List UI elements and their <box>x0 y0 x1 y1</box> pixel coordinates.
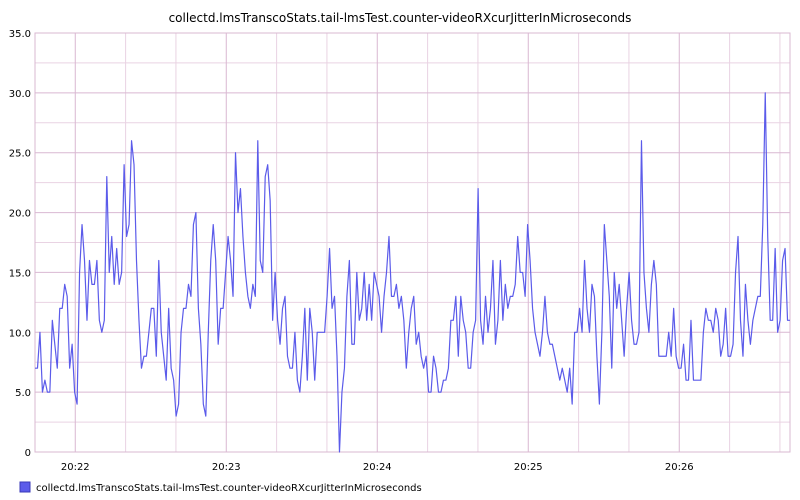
y-tick-label: 35.0 <box>9 29 31 40</box>
y-tick-label: 0 <box>25 448 31 459</box>
series-line <box>35 92 790 453</box>
x-tick-label: 20:22 <box>61 462 90 473</box>
x-tick-label: 20:24 <box>363 462 392 473</box>
legend-label: collectd.lmsTranscoStats.tail-lmsTest.co… <box>36 483 422 494</box>
legend: collectd.lmsTranscoStats.tail-lmsTest.co… <box>19 481 422 494</box>
y-tick-label: 10.0 <box>9 328 31 339</box>
y-tick-label: 5.0 <box>15 388 31 399</box>
y-tick-label: 25.0 <box>9 149 31 160</box>
plot-border <box>34 32 791 453</box>
legend-swatch <box>19 481 31 493</box>
y-tick-label: 20.0 <box>9 209 31 220</box>
x-tick-label: 20:23 <box>212 462 241 473</box>
x-tick-label: 20:26 <box>665 462 694 473</box>
x-tick-label: 20:25 <box>514 462 543 473</box>
y-tick-label: 15.0 <box>9 268 31 279</box>
chart-title: collectd.lmsTranscoStats.tail-lmsTest.co… <box>169 11 632 25</box>
axes: 0 5.0 10.0 15.0 20.0 25.0 30.0 35.0 20:22 20:23 20… <box>9 29 791 473</box>
series-layer <box>35 92 790 453</box>
y-tick-label: 30.0 <box>9 89 31 100</box>
